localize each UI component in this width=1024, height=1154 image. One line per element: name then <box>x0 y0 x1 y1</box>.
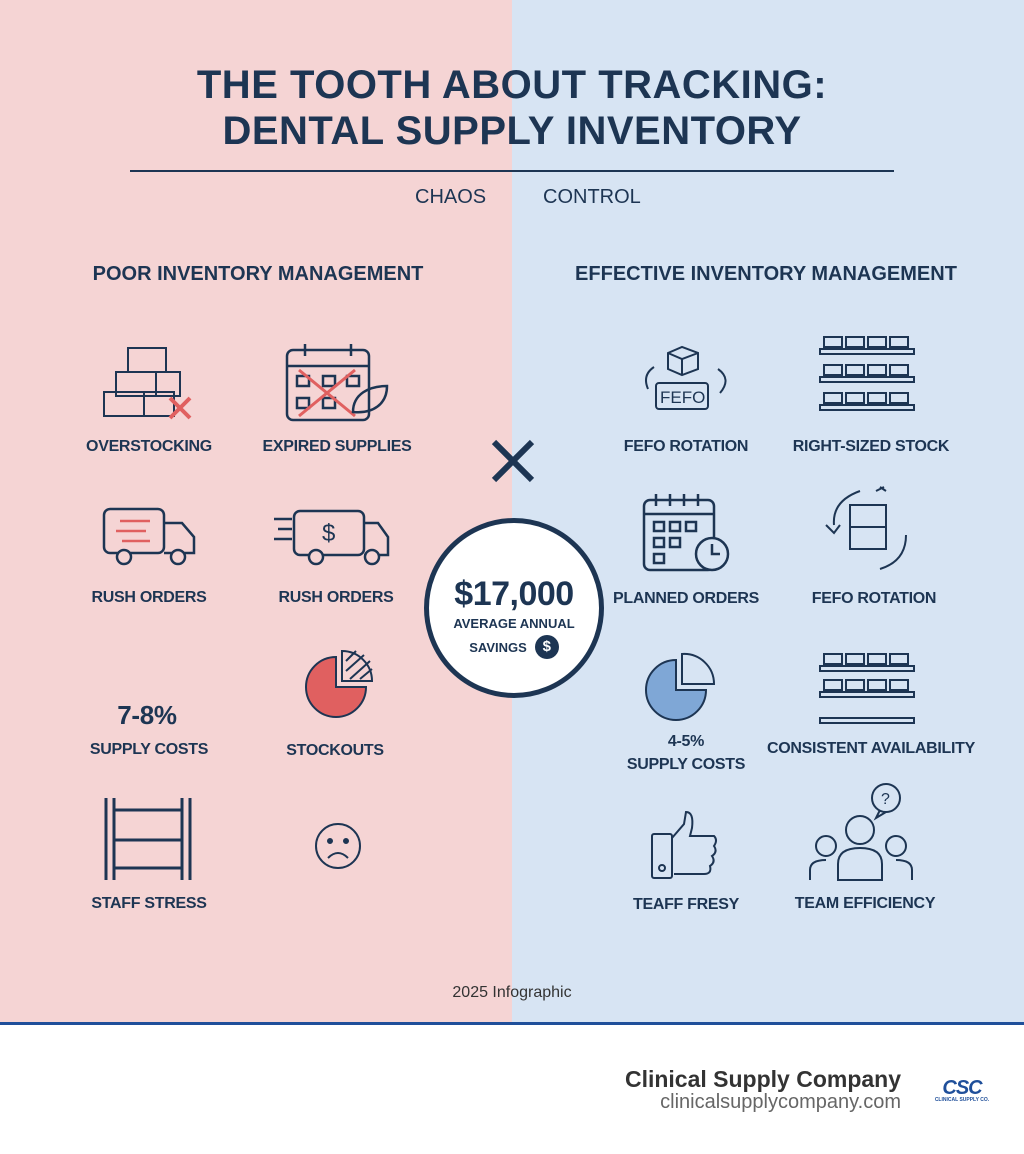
savings-amount: $17,000 <box>454 575 574 613</box>
label-rush-orders: RUSH ORDERS <box>91 589 207 606</box>
sad-face-icon <box>315 823 361 869</box>
csc-logo: CSC CLINICAL SUPPLY CO. <box>934 1077 990 1103</box>
left-heading: POOR INVENTORY MANAGEMENT <box>92 263 424 285</box>
pie-chart-icon <box>305 649 374 718</box>
chaos-label: CHAOS <box>415 186 487 208</box>
expired-calendar-icon <box>285 344 389 422</box>
footer-divider <box>0 1022 1024 1025</box>
thumbs-up-icon <box>651 810 717 879</box>
boxes-icon <box>103 347 192 420</box>
company-name: Clinical Supply Company <box>624 1066 901 1092</box>
fefo-icon: FEFO <box>645 345 727 410</box>
savings-label-2: SAVINGS <box>469 639 527 655</box>
team-icon: ? <box>809 783 913 881</box>
stocked-shelf-icon <box>819 336 915 411</box>
right-heading: EFFECTIVE INVENTORY MANAGEMENT <box>575 263 957 285</box>
savings-badge: $17,000 AVERAGE ANNUAL SAVINGS $ <box>424 518 604 698</box>
close-x-icon <box>491 439 535 483</box>
savings-label-1: AVERAGE ANNUAL <box>453 616 575 631</box>
label-stockouts: STOCKOUTS <box>286 742 384 759</box>
svg-text:$: $ <box>322 520 335 547</box>
svg-text:?: ? <box>881 791 890 808</box>
rotation-icon <box>825 486 907 570</box>
label-expired-supplies: EXPIRED SUPPLIES <box>262 438 412 455</box>
truck-icon <box>102 507 196 566</box>
label-supply-costs-right: SUPPLY COSTS <box>626 756 746 773</box>
planned-calendar-icon <box>642 494 730 572</box>
svg-text:FEFO: FEFO <box>660 388 705 407</box>
label-fefo-rotation: FEFO ROTATION <box>623 438 749 455</box>
label-supply-costs: SUPPLY COSTS <box>89 741 209 758</box>
control-label: CONTROL <box>543 186 641 208</box>
divider <box>130 170 894 172</box>
label-staff-stress: STAFF STRESS <box>91 895 207 912</box>
stat-4-5-percent: 4-5% <box>667 733 705 750</box>
company-url[interactable]: clinicalsupplycompany.com <box>660 1091 901 1113</box>
small-pie-icon <box>645 652 716 721</box>
label-team-efficiency: TEAM EFFICIENCY <box>794 895 936 912</box>
label-consistent-availability: CONSISTENT AVAILABILITY <box>767 740 975 757</box>
label-overstocking: OVERSTOCKING <box>86 438 212 455</box>
stat-7-8-percent: 7-8% <box>117 700 177 730</box>
label-staff-fresy: TEAFF FRESY <box>632 896 740 913</box>
rush-truck-icon: $ <box>274 509 390 566</box>
label-right-sized-stock: RIGHT-SIZED STOCK <box>792 438 950 455</box>
label-rush-orders-2: RUSH ORDERS <box>278 589 394 606</box>
dollar-icon: $ <box>534 635 559 659</box>
label-fefo-rotation-2: FEFO ROTATION <box>811 590 937 607</box>
year-caption: 2025 Infographic <box>452 984 572 1001</box>
availability-shelf-icon <box>819 653 915 724</box>
page-title: THE TOOTH ABOUT TRACKING: DENTAL SUPPLY I… <box>196 63 828 153</box>
label-planned-orders: PLANNED ORDERS <box>612 590 760 607</box>
empty-shelf-icon <box>104 798 192 880</box>
